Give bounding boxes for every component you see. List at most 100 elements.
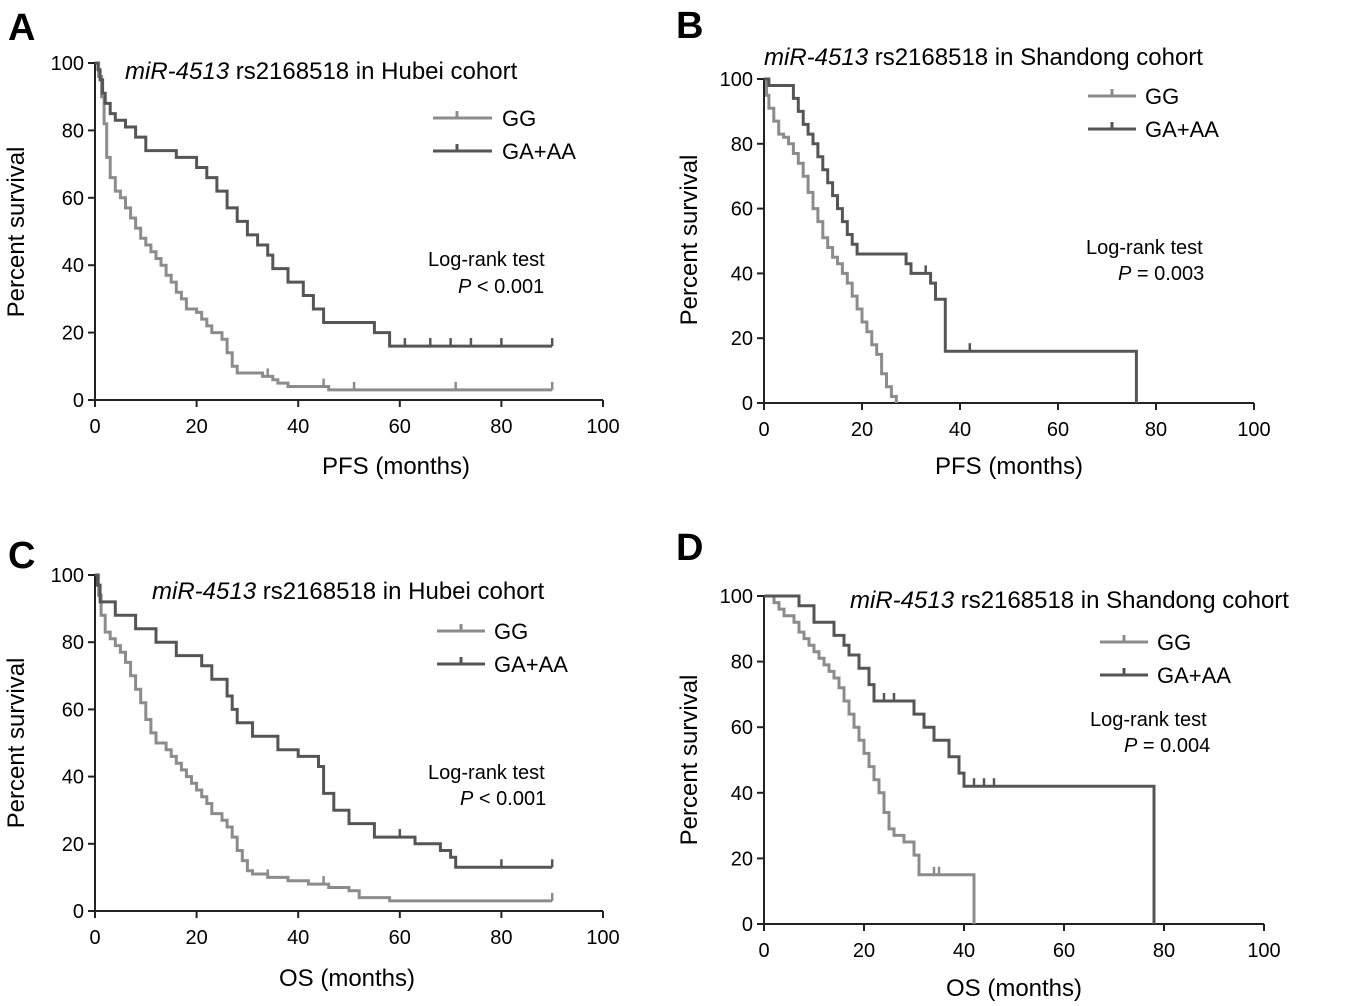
panel-label: C (8, 535, 35, 577)
legend-label-ga-aa: GA+AA (494, 652, 568, 677)
chart-title: miR-4513 rs2168518 in Shandong cohort (850, 587, 1289, 614)
p-symbol: P (458, 276, 472, 298)
survival-curves (764, 594, 1156, 924)
km-curve-gg (95, 61, 553, 392)
legend: GG GA+AA (433, 106, 576, 164)
title-rest: rs2168518 in Hubei cohort (256, 578, 545, 605)
y-tick-label: 60 (731, 199, 753, 221)
p-value: P = 0.003 (1118, 263, 1204, 285)
x-tick-label: 40 (953, 940, 975, 962)
panel-b: B miR-4513 rs2168518 in Shandong cohort … (676, 5, 1271, 480)
p-symbol: P (1118, 263, 1132, 285)
km-curve-ga-aa (95, 573, 553, 869)
x-tick-label: 60 (1047, 419, 1069, 441)
chart-title: miR-4513 rs2168518 in Shandong cohort (764, 44, 1203, 71)
y-tick-label: 80 (731, 134, 753, 156)
y-tick-label: 20 (62, 834, 84, 856)
survival-curves (95, 61, 554, 392)
y-axis-label: Percent survival (3, 147, 30, 318)
p-text: < 0.001 (471, 276, 544, 298)
y-axis-label: Percent survival (676, 155, 703, 326)
chart-title: miR-4513 rs2168518 in Hubei cohort (125, 58, 518, 85)
y-axis-label: Percent survival (676, 675, 703, 846)
y-tick-label: 0 (742, 914, 753, 936)
x-tick-label: 0 (89, 416, 100, 438)
km-curve-gg (95, 573, 553, 903)
km-curve-ga-aa (764, 594, 1156, 924)
panel-label: B (676, 5, 703, 47)
y-tick-label: 40 (62, 255, 84, 277)
y-axis-label: Percent survival (3, 658, 30, 829)
x-tick-label: 40 (287, 416, 309, 438)
x-axis-label: PFS (months) (322, 453, 470, 480)
x-tick-label: 20 (185, 927, 207, 949)
log-rank-label: Log-rank test (428, 249, 545, 271)
y-tick-label: 0 (742, 393, 753, 415)
title-rest: rs2168518 in Hubei cohort (229, 58, 518, 85)
legend-label-ga-aa: GA+AA (502, 139, 576, 164)
x-tick-label: 100 (1237, 419, 1270, 441)
legend: GG GA+AA (1088, 84, 1219, 142)
log-rank-label: Log-rank test (428, 762, 545, 784)
y-tick-label: 20 (731, 848, 753, 870)
panel-d: D miR-4513 rs2168518 in Shandong cohort … (676, 527, 1289, 1002)
y-tick-label: 80 (731, 652, 753, 674)
x-tick-label: 20 (185, 416, 207, 438)
p-text: = 0.004 (1137, 735, 1210, 757)
axes: 0 20 40 60 80 100 0 20 40 60 80 100 (51, 53, 620, 438)
x-tick-label: 80 (1145, 419, 1167, 441)
x-axis-label: OS (months) (279, 965, 415, 992)
x-tick-label: 80 (490, 416, 512, 438)
axes: 0 20 40 60 80 100 0 20 40 60 80 100 (720, 69, 1271, 441)
x-tick-label: 0 (758, 940, 769, 962)
p-symbol: P (460, 788, 474, 810)
legend-label-ga-aa: GA+AA (1145, 117, 1219, 142)
legend: GG GA+AA (1100, 630, 1231, 688)
legend-label-gg: GG (1145, 84, 1179, 109)
x-tick-label: 60 (389, 927, 411, 949)
y-tick-label: 100 (720, 69, 753, 91)
chart-title: miR-4513 rs2168518 in Hubei cohort (152, 578, 545, 605)
y-tick-label: 20 (731, 328, 753, 350)
y-tick-label: 0 (73, 390, 84, 412)
p-value: P < 0.001 (458, 276, 544, 298)
title-gene: miR-4513 (850, 587, 955, 614)
y-tick-label: 40 (62, 767, 84, 789)
p-value: P < 0.001 (460, 788, 546, 810)
y-tick-label: 40 (731, 783, 753, 805)
panel-a: A miR-4513 rs2168518 in Hubei cohort 0 20… (3, 7, 620, 480)
x-tick-label: 60 (389, 416, 411, 438)
legend: GG GA+AA (437, 619, 568, 677)
title-rest: rs2168518 in Shandong cohort (954, 587, 1289, 614)
x-tick-label: 0 (758, 419, 769, 441)
x-tick-label: 20 (853, 940, 875, 962)
p-value: P = 0.004 (1124, 735, 1210, 757)
x-tick-label: 40 (287, 927, 309, 949)
panel-label: D (676, 527, 703, 569)
y-tick-label: 100 (51, 53, 84, 75)
x-axis-label: OS (months) (946, 975, 1082, 1002)
km-curve-gg (764, 77, 898, 403)
p-symbol: P (1124, 735, 1138, 757)
title-gene: miR-4513 (152, 578, 257, 605)
y-tick-label: 100 (51, 565, 84, 587)
x-tick-label: 40 (949, 419, 971, 441)
y-tick-label: 0 (73, 901, 84, 923)
survival-curves (95, 573, 554, 903)
legend-label-gg: GG (494, 619, 528, 644)
axes: 0 20 40 60 80 100 0 20 40 60 80 100 (51, 565, 620, 949)
x-tick-label: 100 (586, 416, 619, 438)
x-tick-label: 20 (851, 419, 873, 441)
p-text: < 0.001 (473, 788, 546, 810)
log-rank-label: Log-rank test (1086, 237, 1203, 259)
x-tick-label: 100 (1247, 940, 1280, 962)
log-rank-label: Log-rank test (1090, 709, 1207, 731)
y-tick-label: 100 (720, 586, 753, 608)
y-tick-label: 40 (731, 263, 753, 285)
x-tick-label: 80 (490, 927, 512, 949)
km-curve-ga-aa (95, 61, 553, 348)
x-tick-label: 100 (586, 927, 619, 949)
title-gene: miR-4513 (764, 44, 869, 71)
x-tick-label: 80 (1153, 940, 1175, 962)
